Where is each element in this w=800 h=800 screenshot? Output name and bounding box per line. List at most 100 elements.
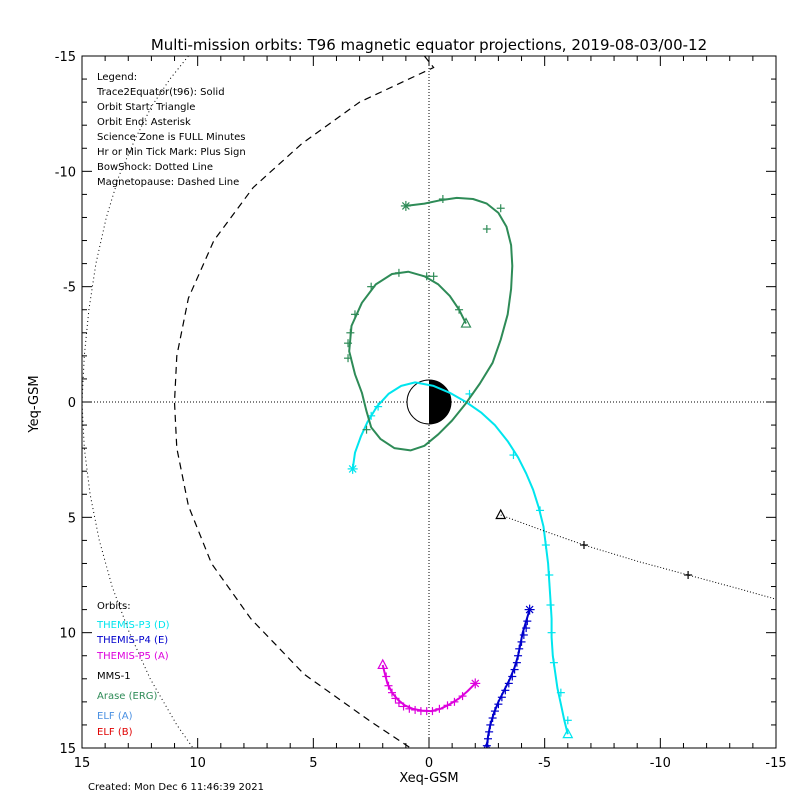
series-themis-p3-d-line [351,381,569,735]
series-mms-1-line [500,514,776,600]
series-themis-p5-a-tick-4 [394,699,403,708]
series-themis-p4-e-tick-13 [514,651,523,660]
legend-line-3: Orbit End: Asterisk [97,117,191,128]
series-themis-p5-a-tick-3 [391,694,400,703]
series-themis-p5-a-start-marker [377,658,389,670]
series-themis-p5-a-tick-10 [428,707,437,716]
series-themis-p5-a-tick-6 [405,704,414,713]
orbits-legend-elf-a: ELF (A) [97,711,133,722]
legend-line-1: Trace2Equator(t96): Solid [96,87,225,98]
series-arase-erg-tick-11 [496,204,505,213]
x-axis-label: Xeq-GSM [399,771,458,786]
y-tick-label-4: 5 [68,511,76,526]
legend-line-4: Science Zone is FULL Minutes [97,132,246,143]
series-themis-p4-e-tick-3 [486,720,495,729]
series-themis-p4-e-tick-9 [504,679,513,688]
series-themis-p4-e-tick-1 [483,734,492,743]
series-arase-erg-tick-0 [455,305,464,314]
series-themis-p4-e-tick-11 [510,665,519,674]
series-themis-p4-e-tick-8 [501,686,510,695]
y-tick-label-2: -5 [63,281,76,296]
orbits-legend-themis-p5-a: THEMIS-P5 (A) [96,651,169,662]
series-themis-p5-a-tick-12 [443,701,452,710]
series-mms-1-end-marker [784,599,792,607]
y-axis-label: Yeq-GSM [27,375,42,433]
series-mms-1-start-marker [495,508,507,520]
series-themis-p4-e-tick-16 [519,630,528,639]
legend-line-6: BowShock: Dotted Line [97,162,213,173]
series-themis-p5-a-end-marker-d [471,679,480,688]
series-themis-p5-a-tick-0 [382,672,391,681]
series-arase-erg-tick-2 [394,268,403,277]
x-tick-label-3: 0 [425,756,433,771]
series-themis-p3-d-tick-2 [549,658,558,667]
series-themis-p3-d-tick-10 [374,402,383,411]
series-arase-erg-tick-4 [350,310,359,319]
orbits-legend-elf-b: ELF (B) [97,727,133,738]
orbits-legend-themis-p3-d: THEMIS-P3 (D) [96,620,170,631]
x-tick-label-6: -15 [765,756,786,771]
chart-title: Multi-mission orbits: T96 magnetic equat… [151,36,707,54]
series-themis-p3-d-end-marker [347,463,358,474]
series-themis-p3-d-end-marker-d [348,464,357,473]
series-themis-p5-a-tick-11 [435,704,444,713]
series-themis-p3-d-tick-6 [541,541,550,550]
series-arase-erg-tick-5 [346,328,355,337]
series-arase-erg-tick-8 [362,425,371,434]
legend-line-2: Orbit Start: Triangle [97,102,195,113]
series-arase-erg-end-marker-d [401,202,410,210]
series-themis-p4-e-tick-15 [517,637,526,646]
series-arase-erg-end-marker [400,200,411,211]
axes: 15 10 5 0 -5 -10 -15 -15 -10 -5 0 5 10 15 [55,50,787,771]
series-mms-1-tick-1 [684,571,693,579]
legend-line-5: Hr or Min Tick Mark: Plus Sign [97,147,246,158]
series-arase-erg-tick-3 [367,282,376,291]
series-arase-erg-start-marker [460,317,472,328]
series-arase-erg-line [348,196,514,452]
legend-line-7: Magnetopause: Dashed Line [97,177,239,188]
series-themis-p5-a-tick-7 [411,705,420,714]
y-tick-label-1: -10 [55,165,76,180]
x-tick-label-4: -5 [538,756,551,771]
series-arase-erg-tick-12 [438,195,447,204]
series-themis-p5-a-end-marker [470,678,481,689]
series-themis-p4-e-tick-17 [522,624,531,633]
series-mms-1-tick-0 [579,541,588,550]
series-arase-erg-tick-1 [422,272,431,281]
series-themis-p4-e-end-marker-d [525,605,534,614]
orbits-legend-arase-erg: Arase (ERG) [97,691,158,702]
series-themis-p4-e-tick-7 [497,693,506,702]
series-themis-p5-a-tick-2 [387,688,396,697]
series-themis-p5-a-tick-14 [458,692,467,701]
y-tick-label-0: -15 [55,50,76,65]
series-arase-erg-tick-6 [344,339,353,348]
series-themis-p4-e-start-marker [483,741,491,748]
x-tick-label-1: 10 [189,756,206,771]
series-themis-p5-a-tick-1 [384,681,393,690]
y-tick-label-5: 10 [59,627,76,642]
y-tick-label-3: 0 [68,396,76,411]
series-themis-p4-e-line [485,609,531,748]
series-arase-erg-tick-10 [482,225,491,233]
series-themis-p3-d-tick-8 [509,451,518,460]
series-themis-p3-d-tick-3 [547,628,556,637]
series-themis-p4-e-tick-10 [508,672,517,681]
series-arase-erg-tick-7 [344,354,353,363]
series-themis-p3-d-tick-7 [536,506,545,515]
series-themis-p3-d-tick-1 [556,688,565,697]
series-themis-p5-a-tick-5 [399,702,408,711]
bow-shock-line [82,56,194,748]
x-tick-label-5: -10 [650,756,671,771]
y-tick-label-6: 15 [59,742,76,757]
series-themis-p4-e-tick-18 [523,617,532,626]
series-themis-p4-e-tick-4 [488,714,497,723]
series-themis-p4-e-tick-14 [515,644,524,653]
legend-line-0: Legend: [97,72,137,83]
series-themis-p4-e-tick-12 [512,658,521,667]
series-themis-p4-e-tick-5 [490,707,499,716]
magnetopause-line [173,56,435,748]
plot-area [82,56,792,748]
orbits-legend-title: Orbits: [97,601,131,612]
series-themis-p4-e-end-marker [524,604,535,615]
